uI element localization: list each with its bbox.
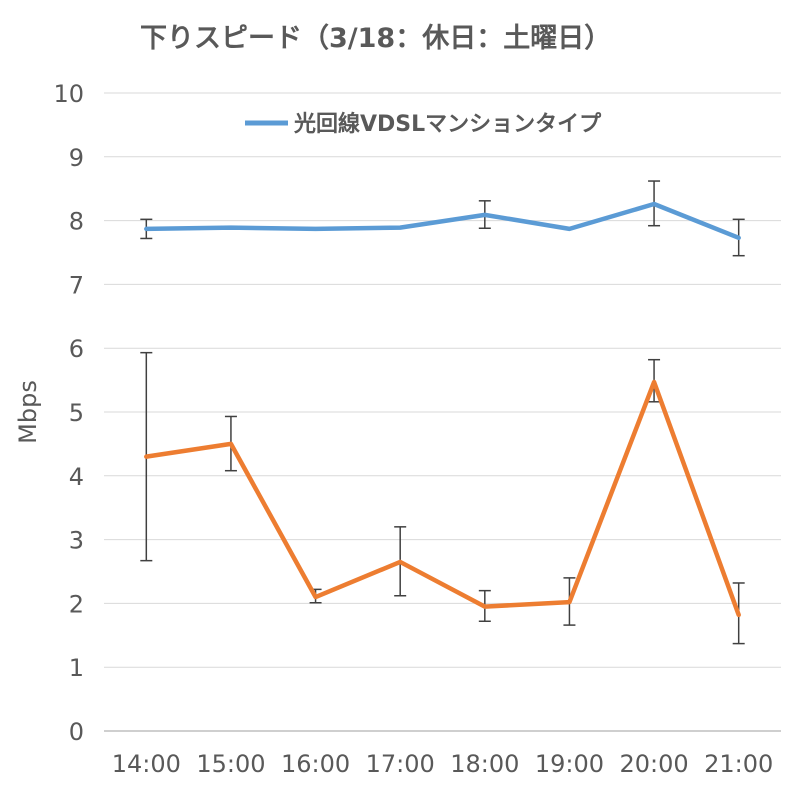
- x-tick-label: 16:00: [281, 750, 350, 778]
- y-tick-label: 3: [69, 527, 84, 555]
- y-tick-label: 7: [69, 271, 84, 299]
- y-tick-label: 9: [69, 144, 84, 172]
- x-tick-label: 18:00: [450, 750, 519, 778]
- grid: [104, 92, 781, 732]
- y-axis-label: Mbps: [14, 380, 42, 444]
- series-line-1: [144, 201, 741, 241]
- x-tick-label: 19:00: [535, 750, 604, 778]
- legend-label-series-1: 光回線VDSLマンションタイプ: [293, 111, 602, 137]
- y-tick-label: 4: [69, 463, 84, 491]
- x-tick-label: 20:00: [619, 750, 688, 778]
- series-lines: [144, 201, 741, 618]
- x-tick-label: 17:00: [366, 750, 435, 778]
- legend: 光回線VDSLマンションタイプ: [245, 111, 602, 137]
- y-axis: 0 1 2 3 4 5 6 7 8 9 10: [53, 80, 84, 746]
- x-tick-label: 14:00: [112, 750, 181, 778]
- y-tick-label: 5: [69, 399, 84, 427]
- x-tick-label: 21:00: [704, 750, 773, 778]
- chart-title: 下りスピード（3/18：休日：土曜日）: [140, 23, 611, 54]
- y-tick-label: 1: [69, 654, 84, 682]
- y-tick-label: 2: [69, 590, 84, 618]
- y-tick-label: 0: [69, 718, 84, 746]
- x-tick-label: 15:00: [196, 750, 265, 778]
- y-tick-label: 8: [69, 208, 84, 236]
- series-line-2: [144, 379, 741, 618]
- y-tick-label: 6: [69, 335, 84, 363]
- x-axis: 14:00 15:00 16:00 17:00 18:00 19:00 20:00 21:00: [112, 750, 774, 778]
- y-tick-label: 10: [53, 80, 84, 108]
